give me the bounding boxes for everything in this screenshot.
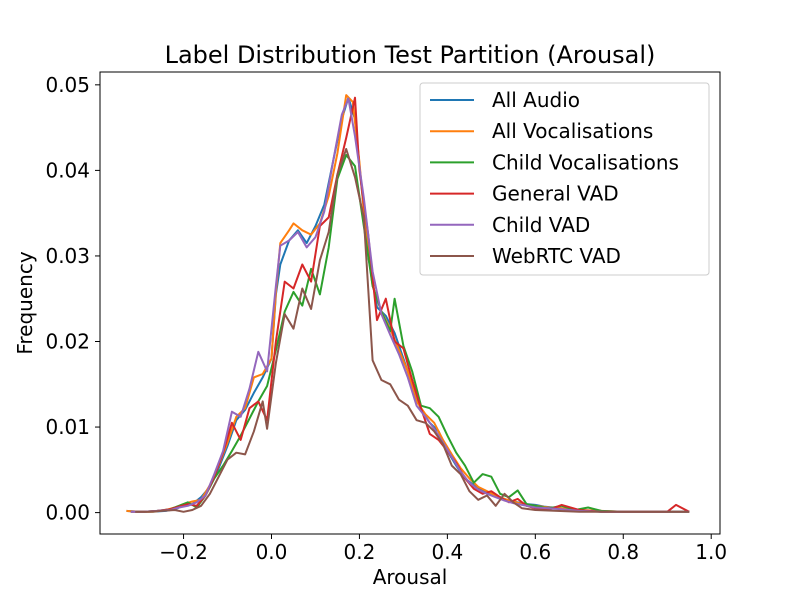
- x-tick-label: −0.2: [159, 540, 208, 564]
- y-tick-label: 0.03: [45, 244, 90, 268]
- legend-label: Child Vocalisations: [492, 150, 679, 174]
- x-tick-label: 0.0: [256, 540, 288, 564]
- legend-label: Child VAD: [492, 213, 590, 237]
- x-tick-label: 0.2: [344, 540, 376, 564]
- legend-box: [419, 82, 710, 276]
- y-tick-label: 0.01: [45, 415, 90, 439]
- legend-label: All Vocalisations: [492, 119, 653, 143]
- legend-label: WebRTC VAD: [492, 244, 621, 268]
- y-tick-label: 0.05: [45, 73, 90, 97]
- series-line-5: [130, 97, 690, 513]
- x-axis-label: Arousal: [373, 565, 448, 589]
- y-tick-label: 0.02: [45, 330, 90, 354]
- x-axis: −0.2 0.0 0.2 0.4 0.6 0.8 1.0: [159, 534, 727, 564]
- plot-area: [126, 94, 690, 513]
- y-tick-label: 0.04: [45, 158, 90, 182]
- legend-label: All Audio: [492, 88, 580, 112]
- x-tick-label: 0.8: [607, 540, 639, 564]
- y-tick-label: 0.00: [45, 501, 90, 525]
- plot-frame: [99, 71, 721, 535]
- legend-label: General VAD: [492, 182, 619, 206]
- x-tick-label: 0.4: [431, 540, 463, 564]
- chart-title: Label Distribution Test Partition (Arous…: [165, 41, 656, 69]
- x-tick-label: 0.6: [519, 540, 551, 564]
- y-axis-label: Frequency: [13, 251, 37, 354]
- x-tick-label: 1.0: [695, 540, 727, 564]
- legend: All Audio All Vocalisations Child Vocalisa…: [419, 82, 710, 276]
- series-line-6: [135, 148, 690, 513]
- y-axis: 0.00 0.01 0.02 0.03 0.04 0.05: [45, 73, 100, 525]
